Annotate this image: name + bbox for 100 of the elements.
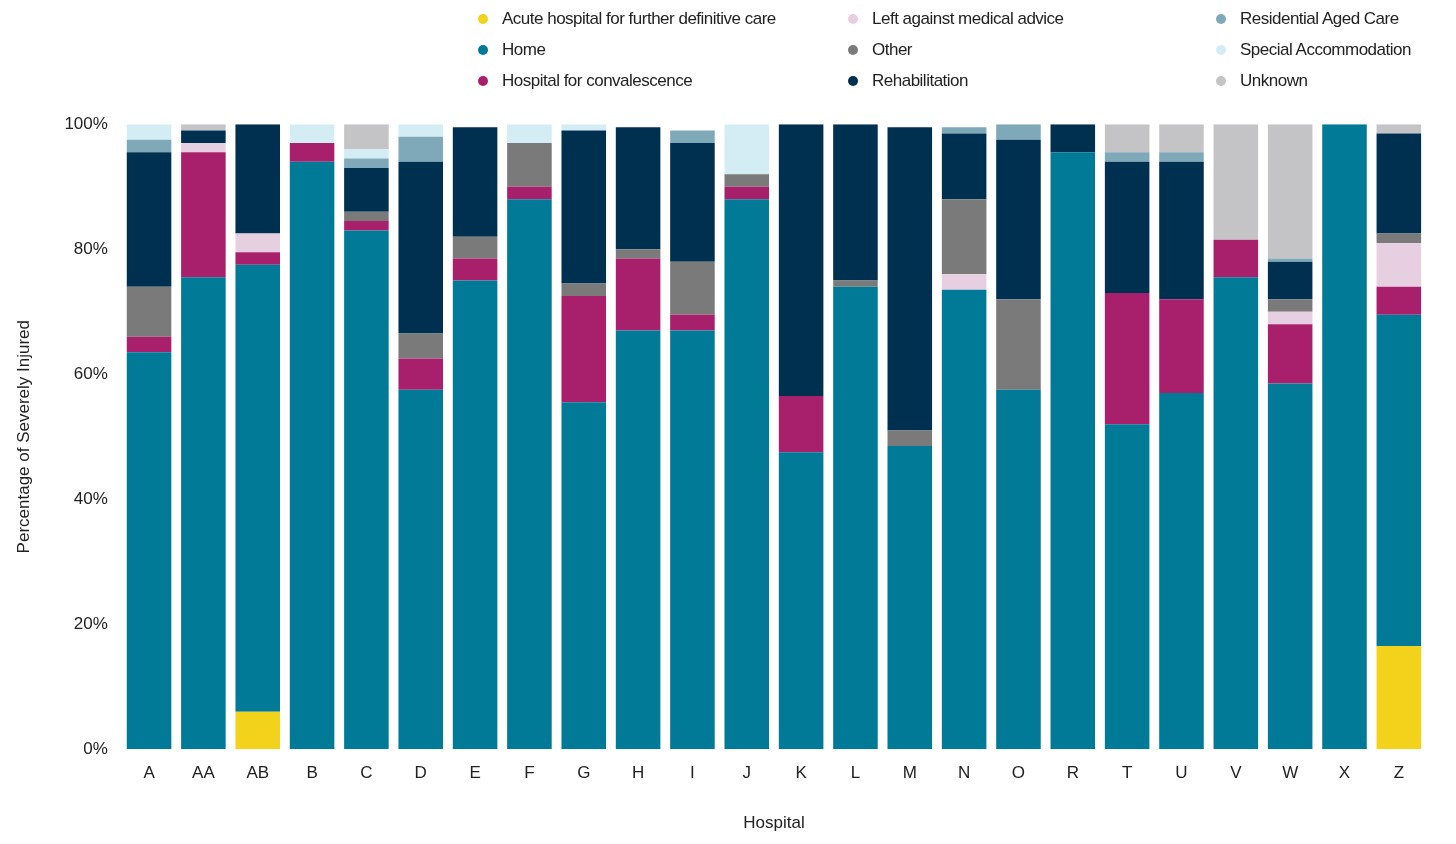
bar (1159, 152, 1204, 162)
bar (1104, 161, 1150, 293)
x-tick-label: V (1230, 763, 1243, 783)
bar (507, 124, 552, 143)
bar (670, 330, 715, 750)
bar (1159, 124, 1204, 153)
bar (561, 402, 607, 750)
bar (941, 274, 987, 290)
bar (778, 452, 824, 750)
legend-label: Special Accommodation (1240, 40, 1411, 60)
bar (452, 258, 498, 281)
bar (126, 152, 172, 287)
bar (235, 252, 280, 265)
bar (507, 186, 552, 200)
bar (181, 142, 226, 153)
bar (126, 352, 172, 750)
bar (507, 199, 552, 750)
bar (398, 358, 444, 390)
bar (670, 314, 715, 331)
bar (1267, 258, 1313, 262)
bar (833, 124, 878, 281)
legend-label: Rehabilitation (872, 71, 969, 91)
legend-label: Unknown (1240, 71, 1308, 91)
bar (126, 139, 172, 153)
x-tick-label: X (1338, 763, 1351, 783)
bar (670, 261, 715, 315)
bar (507, 142, 552, 187)
legend-label: Residential Aged Care (1240, 9, 1399, 29)
bar (126, 286, 172, 337)
bar (941, 289, 987, 750)
bar (724, 186, 770, 200)
y-tick-label: 0% (83, 738, 108, 758)
legend-label: Hospital for convalescence (502, 71, 693, 91)
x-tick-label: I (690, 763, 695, 783)
bar (289, 124, 335, 143)
bar (344, 158, 389, 168)
bar (344, 211, 389, 222)
x-tick-label: D (414, 763, 427, 783)
bar (1267, 299, 1313, 312)
bar (1159, 392, 1204, 750)
x-tick-label: M (902, 763, 917, 783)
bar (344, 149, 389, 159)
bar (398, 136, 444, 162)
bar (1376, 133, 1422, 234)
x-tick-label: J (742, 763, 752, 783)
bar (724, 174, 770, 187)
bar (561, 283, 607, 297)
bar (561, 130, 607, 284)
bar (670, 130, 715, 143)
bar (398, 389, 444, 750)
bar (941, 199, 987, 275)
x-tick-label: K (795, 763, 808, 783)
bar (1376, 286, 1422, 315)
bar (887, 430, 933, 447)
x-tick-label: N (957, 763, 971, 783)
bar (833, 280, 878, 287)
x-tick-label: AA (192, 763, 216, 783)
bar (615, 249, 661, 259)
bar (344, 221, 389, 231)
bar (126, 336, 172, 353)
bar (996, 139, 1041, 300)
bar (724, 199, 770, 750)
bar (670, 142, 715, 262)
bar (996, 389, 1041, 750)
bar (289, 161, 335, 750)
x-tick-label: O (1011, 763, 1026, 783)
bar (1159, 161, 1204, 300)
x-tick-label: W (1282, 763, 1299, 783)
bar (1104, 152, 1150, 162)
bar (1050, 152, 1096, 750)
bar (452, 236, 498, 259)
legend-label: Left against medical advice (872, 9, 1064, 29)
x-tick-label: U (1175, 763, 1188, 783)
bar (996, 299, 1041, 390)
x-tick-label: F (524, 763, 535, 783)
bar (235, 711, 280, 750)
x-tick-label: R (1066, 763, 1079, 783)
bar (615, 127, 661, 250)
bar (941, 127, 987, 134)
x-tick-label: T (1121, 763, 1133, 783)
legend-label: Other (872, 40, 913, 60)
x-tick-label: Z (1393, 763, 1405, 783)
bar (1376, 314, 1422, 647)
bar (235, 124, 280, 234)
bar (235, 264, 280, 712)
bar (1376, 233, 1422, 243)
bar (1159, 299, 1204, 393)
y-tick-label: 100% (64, 113, 108, 133)
bar (1213, 239, 1259, 278)
bar (561, 296, 607, 403)
bar (398, 333, 444, 359)
bar (1267, 261, 1313, 300)
bar (1104, 424, 1150, 750)
bar (1213, 277, 1259, 750)
bar (1376, 242, 1422, 287)
bar (615, 258, 661, 331)
bar (289, 142, 335, 162)
x-tick-label: A (143, 763, 156, 783)
bar (1267, 383, 1313, 750)
bar (344, 167, 389, 212)
